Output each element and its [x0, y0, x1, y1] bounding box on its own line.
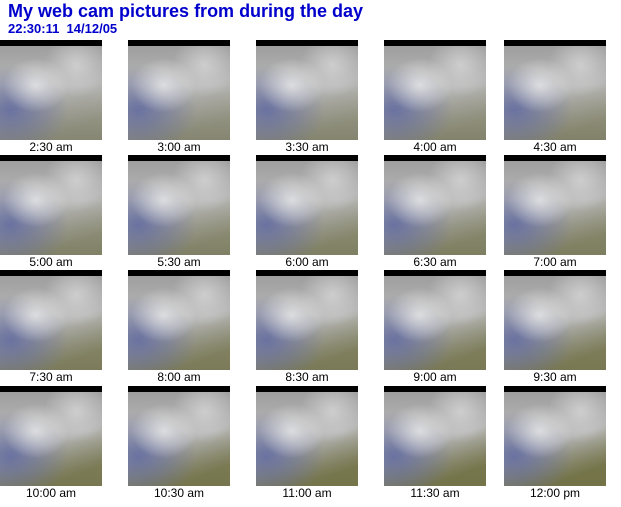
image-caption: 6:00 am [285, 255, 329, 269]
image-caption: 9:30 am [533, 370, 577, 384]
image-caption: 5:00 am [29, 255, 73, 269]
image-caption: 4:30 am [533, 140, 577, 154]
image-caption: 12:00 pm [529, 486, 581, 500]
image-caption: 10:30 am [153, 486, 205, 500]
image-caption: 6:30 am [413, 255, 457, 269]
webcam-image [0, 386, 102, 486]
image-caption: 3:30 am [285, 140, 329, 154]
webcam-image [384, 386, 486, 486]
webcam-image [256, 270, 358, 370]
image-caption: 9:00 am [413, 370, 457, 384]
webcam-image [256, 40, 358, 140]
image-caption: 11:00 am [282, 486, 332, 500]
image-caption: 8:00 am [157, 370, 201, 384]
page-title: My web cam pictures from during the day [8, 1, 364, 21]
webcam-image [128, 155, 230, 255]
webcam-image [504, 386, 606, 486]
image-caption: 5:30 am [157, 255, 201, 269]
webcam-image [0, 270, 102, 370]
webcam-image [128, 386, 230, 486]
image-caption: 3:00 am [157, 140, 201, 154]
webcam-image [384, 270, 486, 370]
image-caption: 8:30 am [285, 370, 329, 384]
image-caption: 7:30 am [29, 370, 73, 384]
webcam-image [504, 155, 606, 255]
webcam-image [504, 40, 606, 140]
webcam-image [384, 155, 486, 255]
webcam-image [0, 155, 102, 255]
image-caption: 10:00 am [25, 486, 77, 500]
webcam-image [504, 270, 606, 370]
webcam-image [384, 40, 486, 140]
image-caption: 2:30 am [29, 140, 73, 154]
webcam-image [128, 40, 230, 140]
webcam-image [256, 155, 358, 255]
image-caption: 4:00 am [413, 140, 457, 154]
webcam-image [256, 386, 358, 486]
webcam-image [128, 270, 230, 370]
webcam-image [0, 40, 102, 140]
image-caption: 7:00 am [533, 255, 577, 269]
image-caption: 11:30 am [410, 486, 460, 500]
timestamp: 22:30:11 14/12/05 [8, 21, 118, 36]
